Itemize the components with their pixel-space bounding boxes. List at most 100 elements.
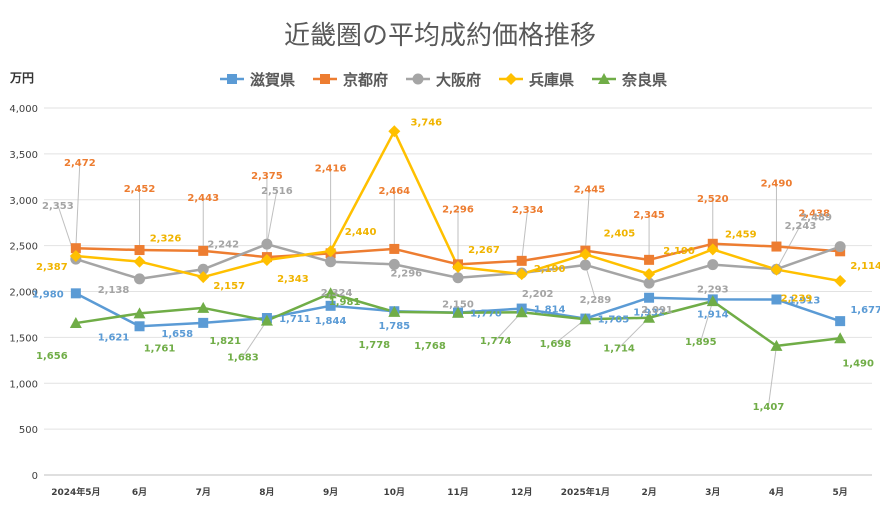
data-label: 2,438 bbox=[798, 208, 830, 219]
data-point bbox=[707, 259, 719, 271]
legend-marker bbox=[320, 74, 330, 84]
x-tick-label: 11月 bbox=[447, 487, 469, 498]
data-label: 1,621 bbox=[98, 332, 130, 343]
data-point bbox=[388, 258, 400, 270]
data-label: 1,774 bbox=[480, 336, 512, 347]
y-tick-label: 0 bbox=[32, 471, 38, 482]
data-label: 1,821 bbox=[209, 336, 241, 347]
data-label: 1,711 bbox=[279, 314, 311, 325]
chart-title: 近畿圏の平均成約価格推移 bbox=[284, 21, 596, 51]
data-point bbox=[197, 271, 210, 284]
data-point bbox=[771, 241, 782, 252]
data-label: 2,239 bbox=[781, 294, 813, 305]
data-point bbox=[516, 255, 527, 266]
data-label: 2,440 bbox=[345, 227, 377, 238]
data-point bbox=[198, 317, 209, 328]
x-tick-label: 2月 bbox=[641, 487, 656, 498]
leader-line bbox=[521, 208, 529, 261]
data-point bbox=[643, 268, 656, 281]
data-label: 1,770 bbox=[470, 309, 502, 320]
data-point bbox=[579, 259, 591, 271]
y-axis-ticks: 0 500 1,000 1,500 2,000 2,500 3,000 3,500 4,000 bbox=[9, 104, 38, 482]
x-tick-label: 8月 bbox=[259, 487, 274, 498]
data-point bbox=[389, 243, 400, 254]
data-label: 2,489 bbox=[800, 213, 832, 224]
data-point bbox=[643, 277, 655, 289]
data-label: 2,387 bbox=[36, 262, 68, 273]
data-label: 2,324 bbox=[321, 288, 353, 299]
data-point bbox=[260, 314, 273, 326]
data-label: 2,416 bbox=[315, 163, 347, 174]
data-label: 2,334 bbox=[512, 205, 544, 216]
data-point bbox=[134, 273, 146, 285]
data-label: 2,459 bbox=[725, 229, 757, 240]
data-label: 2,138 bbox=[98, 285, 130, 296]
y-tick-label: 2,500 bbox=[9, 242, 38, 253]
data-point bbox=[706, 243, 719, 256]
x-tick-label: 2025年1月 bbox=[561, 486, 610, 498]
gridlines bbox=[44, 107, 872, 476]
leader-line bbox=[584, 188, 590, 251]
data-point bbox=[69, 249, 82, 262]
x-tick-label: 3月 bbox=[705, 487, 720, 498]
data-label: 2,326 bbox=[150, 234, 182, 245]
data-label: 1,844 bbox=[315, 316, 347, 327]
data-label: 1,761 bbox=[144, 343, 176, 354]
data-point bbox=[325, 256, 337, 268]
y-tick-label: 1,500 bbox=[9, 333, 38, 344]
y-tick-label: 4,000 bbox=[9, 104, 38, 115]
data-point bbox=[388, 125, 401, 138]
y-tick-label: 2,000 bbox=[9, 288, 38, 299]
data-label: 2,375 bbox=[251, 171, 283, 182]
x-tick-label: 5月 bbox=[833, 487, 848, 498]
data-label: 1,980 bbox=[32, 289, 64, 300]
leader-line bbox=[75, 162, 81, 249]
data-label: 1,656 bbox=[36, 351, 68, 362]
data-label: 2,190 bbox=[663, 246, 695, 257]
legend-label: 京都府 bbox=[343, 71, 388, 89]
data-point bbox=[644, 292, 655, 303]
data-label: 2,443 bbox=[187, 193, 219, 204]
data-point bbox=[515, 268, 528, 281]
x-tick-label: 2024年5月 bbox=[51, 486, 100, 498]
data-label: 2,516 bbox=[261, 186, 293, 197]
data-label: 2,150 bbox=[442, 300, 474, 311]
legend-label: 大阪府 bbox=[436, 71, 481, 89]
data-point bbox=[452, 272, 464, 284]
y-tick-label: 3,500 bbox=[9, 150, 38, 161]
legend-marker bbox=[227, 74, 237, 84]
y-tick-label: 1,000 bbox=[9, 379, 38, 390]
data-label: 1,658 bbox=[161, 329, 193, 340]
data-label: 2,296 bbox=[390, 268, 422, 279]
data-label: 2,445 bbox=[574, 185, 606, 196]
data-label: 1,785 bbox=[378, 321, 410, 332]
x-tick-label: 6月 bbox=[132, 487, 147, 498]
y-tick-label: 500 bbox=[19, 425, 38, 436]
legend-marker bbox=[505, 73, 517, 85]
data-label: 2,405 bbox=[604, 228, 636, 239]
data-point bbox=[261, 238, 273, 250]
data-label: 2,296 bbox=[442, 204, 474, 215]
data-point bbox=[198, 245, 209, 256]
data-point bbox=[643, 311, 656, 323]
data-label: 2,293 bbox=[697, 285, 729, 296]
data-label: 2,267 bbox=[468, 245, 500, 256]
data-point bbox=[324, 287, 337, 299]
legend-item: 奈良県 bbox=[592, 71, 667, 89]
y-tick-label: 3,000 bbox=[9, 196, 38, 207]
x-tick-label: 12月 bbox=[511, 487, 533, 498]
data-point bbox=[452, 306, 464, 318]
legend-marker bbox=[598, 73, 610, 84]
data-label: 1,895 bbox=[685, 337, 717, 348]
data-label: 2,345 bbox=[633, 210, 665, 221]
data-label: 2,202 bbox=[522, 289, 554, 300]
data-point bbox=[834, 241, 846, 253]
data-point bbox=[834, 332, 847, 344]
x-axis-ticks: 2024年5月 6月 7月 8月 9月 10月 11月 12月 2025年1月 2月 3月 4月 5月 bbox=[51, 486, 848, 498]
data-label: 1,705 bbox=[598, 315, 630, 326]
data-point bbox=[770, 339, 783, 351]
data-label: 2,091 bbox=[641, 305, 673, 316]
data-label: 2,472 bbox=[64, 158, 96, 169]
data-point bbox=[579, 248, 592, 261]
